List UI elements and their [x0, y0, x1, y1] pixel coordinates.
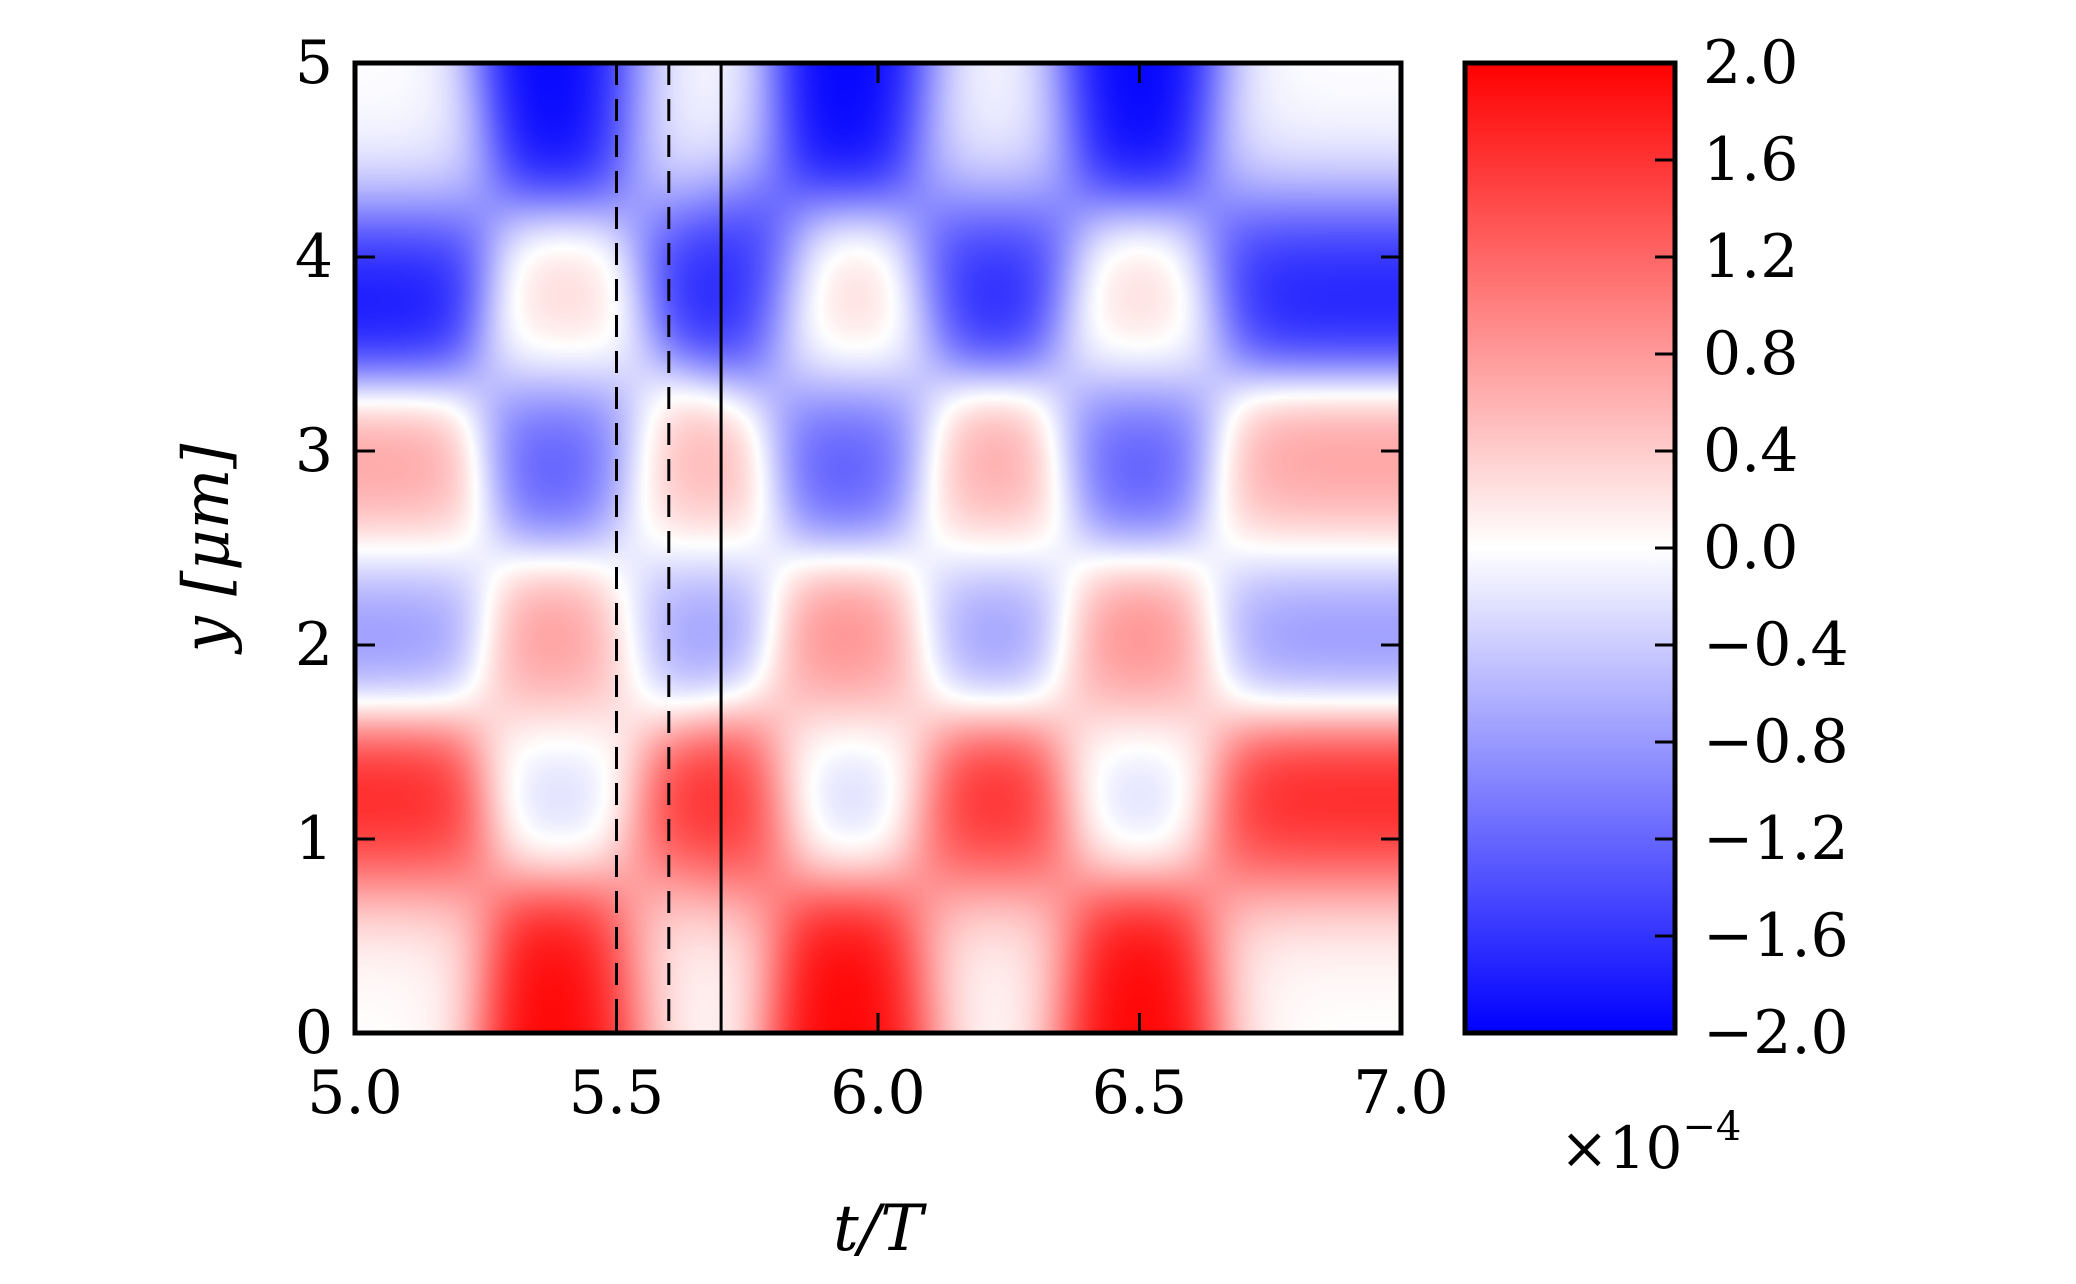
colorbar-tick-label: −0.4: [1703, 610, 1849, 680]
colorbar-multiplier-exponent: −4: [1682, 1104, 1741, 1150]
x-axis-label: t/T: [833, 1192, 927, 1266]
colorbar-multiplier: ×10−4: [1560, 1104, 1741, 1182]
y-tick-label: 0: [295, 998, 333, 1068]
x-tick-label: 6.5: [1092, 1058, 1187, 1128]
colorbar: 2.0 1.6 1.2 0.8 0.4 0.0 −0.4 −0.8 −1.2 −1.6 −2.0 ×…: [1462, 28, 1849, 1182]
x-axis: 5.0 5.5 6.0 6.5 7.0: [307, 63, 1449, 1128]
colorbar-tick-label: 2.0: [1703, 28, 1798, 98]
y-tick-label: 2: [295, 610, 333, 680]
x-tick-label: 7.0: [1353, 1058, 1448, 1128]
colorbar-tick-label: −0.8: [1703, 707, 1849, 777]
colorbar-gradient: [1465, 63, 1675, 1033]
x-tick-label: 5.0: [307, 1058, 402, 1128]
colorbar-tick-label: 0.8: [1703, 319, 1798, 389]
heatmap-panel: 5.0 5.5 6.0 6.5 7.0 0 1 2 3 4 5: [295, 28, 1449, 1128]
x-tick-label: 6.0: [830, 1058, 925, 1128]
y-tick-label: 3: [295, 416, 333, 486]
colorbar-tick-label: 1.2: [1703, 222, 1798, 292]
colorbar-tick-label: 1.6: [1703, 125, 1798, 195]
y-tick-label: 4: [295, 222, 333, 292]
vertical-marker-lines: [615, 63, 723, 1033]
colorbar-ticks: 2.0 1.6 1.2 0.8 0.4 0.0 −0.4 −0.8 −1.2 −1.6 −2.0: [1655, 28, 1849, 1068]
colorbar-tick-label: 0.4: [1703, 416, 1798, 486]
y-axis-label: y [μm]: [170, 443, 244, 656]
y-tick-label: 1: [295, 804, 333, 874]
x-tick-label: 5.5: [569, 1058, 664, 1128]
colorbar-tick-label: −1.2: [1703, 804, 1849, 874]
y-axis: 0 1 2 3 4 5: [295, 28, 1401, 1068]
colorbar-multiplier-base: ×10: [1560, 1114, 1682, 1182]
heatmap-field-image: [355, 63, 1401, 1033]
y-tick-label: 5: [295, 28, 333, 98]
colorbar-tick-label: −1.6: [1703, 901, 1849, 971]
colorbar-tick-label: −2.0: [1703, 998, 1849, 1068]
colorbar-tick-label: 0.0: [1703, 513, 1798, 583]
